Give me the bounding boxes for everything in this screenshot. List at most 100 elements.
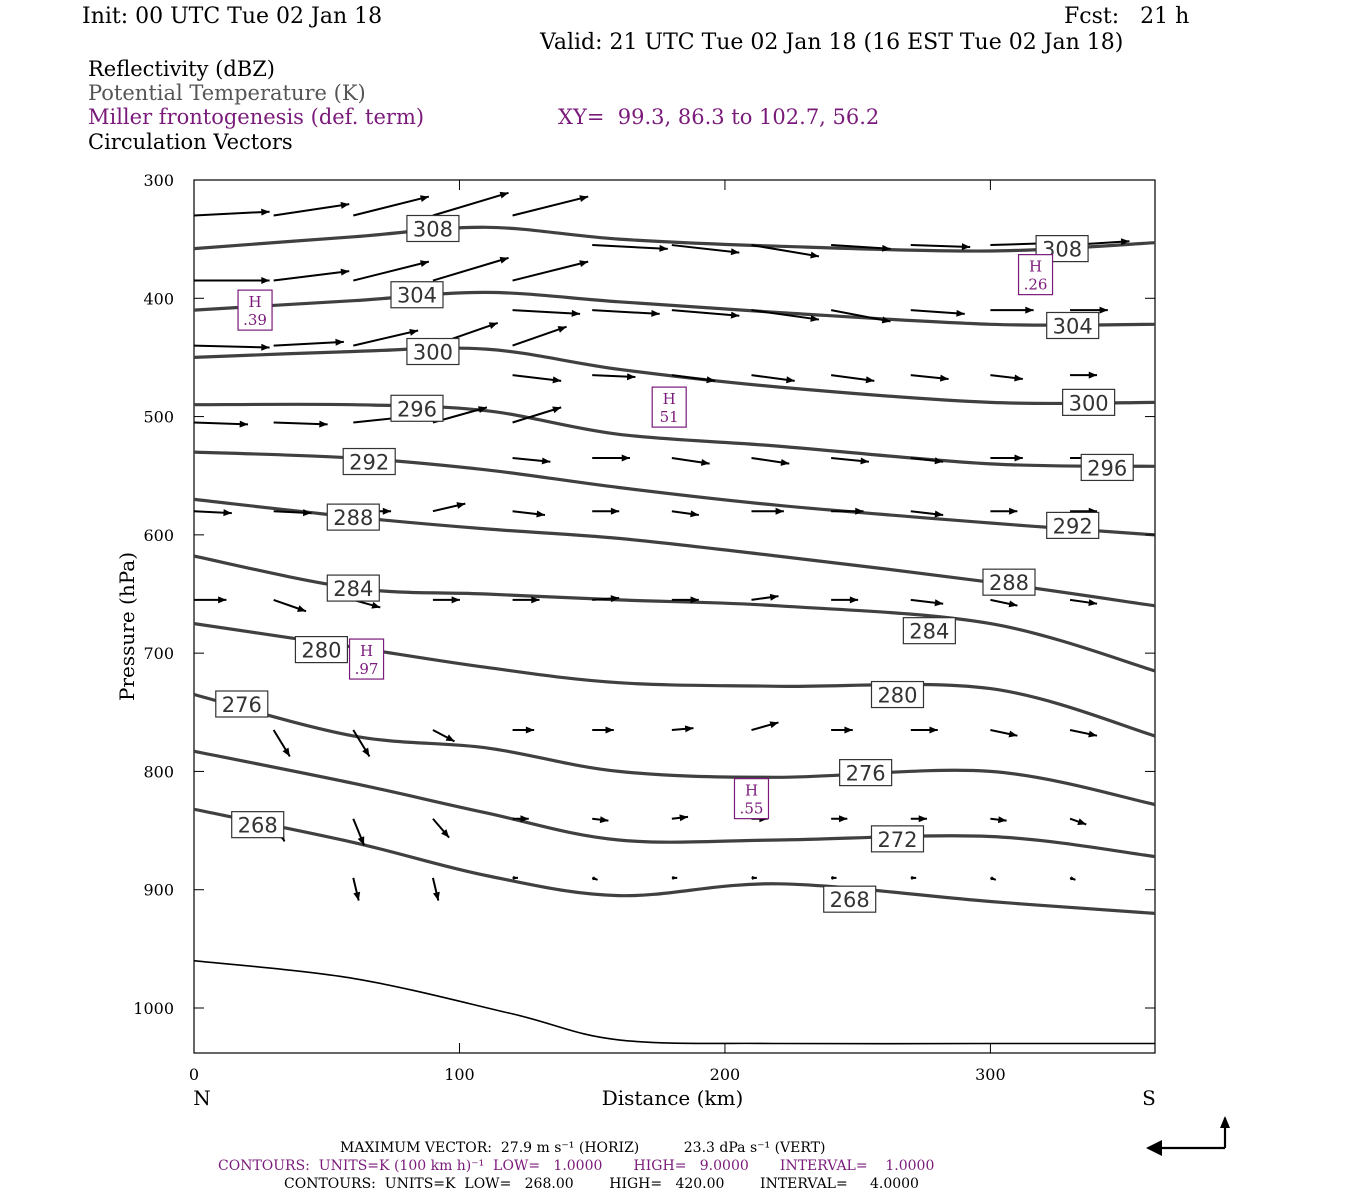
theta-label-272: 272 (877, 828, 917, 852)
vector-arrowhead (730, 311, 740, 319)
theta-label-box (326, 503, 380, 531)
circulation-vector (273, 203, 350, 217)
miller-max-value: 51 (660, 408, 679, 426)
vector-arrowhead (223, 509, 232, 517)
plot-border (193, 179, 1156, 1054)
valid-time: Valid: 21 UTC Tue 02 Jan 18 (16 EST Tue … (540, 30, 1124, 55)
vector-arrowhead (934, 457, 944, 465)
north-label: N (193, 1086, 211, 1110)
miller-max-marker: H (360, 642, 373, 660)
contours-theta-info: CONTOURS: UNITS=K LOW= 268.00 HIGH= 420.… (284, 1176, 919, 1192)
vector-arrowhead (831, 875, 837, 880)
theta-label-box (870, 680, 925, 709)
vector-arrowhead (769, 593, 779, 601)
theta-label-box (390, 281, 444, 309)
y-tick-label: 700 (143, 644, 174, 663)
theta-label-292: 292 (1053, 514, 1093, 538)
cross-section-endpoints: XY= 99.3, 86.3 to 102.7, 56.2 (558, 105, 880, 129)
isentrope-272 (194, 749, 1155, 859)
circulation-vector (751, 244, 820, 258)
vector-arrowhead (1008, 600, 1018, 608)
theta-label-box (870, 825, 925, 853)
reference-vector (1146, 1116, 1230, 1156)
circulation-vector (353, 329, 419, 347)
theta-label-304: 304 (1053, 314, 1093, 338)
vector-arrowhead (684, 725, 694, 733)
vector-arrowhead (445, 734, 455, 742)
theta-label-280: 280 (301, 639, 341, 663)
vector-arrowhead (700, 458, 710, 466)
theta-label-300: 300 (1069, 391, 1109, 415)
vector-arrowhead (780, 458, 790, 466)
vector-arrowhead (451, 596, 460, 604)
vector-arrowhead (520, 815, 529, 823)
vector-arrowhead (340, 268, 350, 276)
vector-arrowhead (353, 891, 361, 901)
vector-arrowhead (382, 507, 392, 515)
vector-arrowhead (419, 195, 429, 202)
vector-arrowhead (956, 309, 965, 317)
vector-arrowhead (357, 836, 365, 846)
theta-label-box (406, 337, 460, 366)
vector-arrowhead (855, 507, 864, 515)
vector-arrowhead (513, 875, 518, 880)
y-tick-label: 800 (143, 762, 174, 781)
isentrope-268 (194, 807, 1155, 915)
vector-arrowhead (1014, 374, 1023, 382)
vector-arrowhead (571, 309, 581, 317)
isentrope-300 (194, 346, 1155, 406)
vector-arrowhead (592, 876, 598, 881)
theta-label-300: 300 (413, 341, 453, 365)
vector-arrowhead (1099, 306, 1108, 314)
miller-max-box (651, 386, 687, 428)
vector-arrowhead (579, 260, 589, 268)
vector-arrowhead (499, 256, 509, 264)
vector-arrowhead (579, 195, 589, 202)
vector-arrowhead (786, 376, 795, 384)
circulation-vector (194, 210, 270, 217)
vector-arrowhead (419, 260, 429, 268)
y-tick-label: 300 (143, 171, 174, 190)
theta-label-284: 284 (909, 620, 949, 644)
vector-arrowhead (610, 595, 620, 603)
vector-arrowhead (860, 457, 869, 465)
circulation-vector (512, 195, 589, 217)
theta-label-288: 288 (989, 571, 1029, 595)
miller-max-box (237, 289, 273, 331)
vector-arrowhead (261, 343, 270, 351)
miller-max-value: .97 (355, 660, 379, 678)
x-tick-label: 100 (444, 1065, 475, 1084)
vector-arrowhead (939, 374, 949, 382)
vector-arrowhead (865, 376, 875, 384)
vector-arrowhead (659, 244, 668, 252)
circulation-vector (512, 260, 589, 282)
vector-arrowhead (881, 316, 891, 324)
reflectivity-contour (194, 959, 1155, 1045)
vector-arrowhead (934, 510, 944, 518)
vector-arrowhead (997, 816, 1007, 824)
vector-arrowhead (1088, 371, 1098, 379)
vector-arrowhead (1014, 454, 1023, 462)
vector-arrowhead (769, 721, 779, 729)
theta-label-box (326, 574, 380, 602)
vector-arrowhead (1088, 599, 1098, 607)
theta-label-288: 288 (333, 506, 373, 530)
theta-label-box (902, 617, 956, 645)
vector-arrowhead (672, 875, 678, 880)
x-axis-title: Distance (km) (602, 1086, 744, 1110)
theta-label-276: 276 (846, 762, 886, 786)
circulation-vector (671, 309, 740, 317)
vector-arrowhead (218, 596, 227, 604)
vector-arrowhead (488, 322, 498, 329)
vector-arrowhead (690, 596, 699, 604)
contours-miller-info: CONTOURS: UNITS=K (100 km h)⁻¹ LOW= 1.00… (218, 1158, 935, 1174)
vector-arrowhead (918, 815, 927, 823)
vector-arrowhead (531, 596, 540, 604)
vector-arrowhead (911, 875, 917, 880)
vector-arrowhead (605, 726, 614, 734)
theta-label-box (231, 811, 285, 839)
plot-frame (193, 179, 1156, 1054)
theta-label-box (1080, 453, 1134, 482)
theta-label-box (982, 568, 1036, 596)
